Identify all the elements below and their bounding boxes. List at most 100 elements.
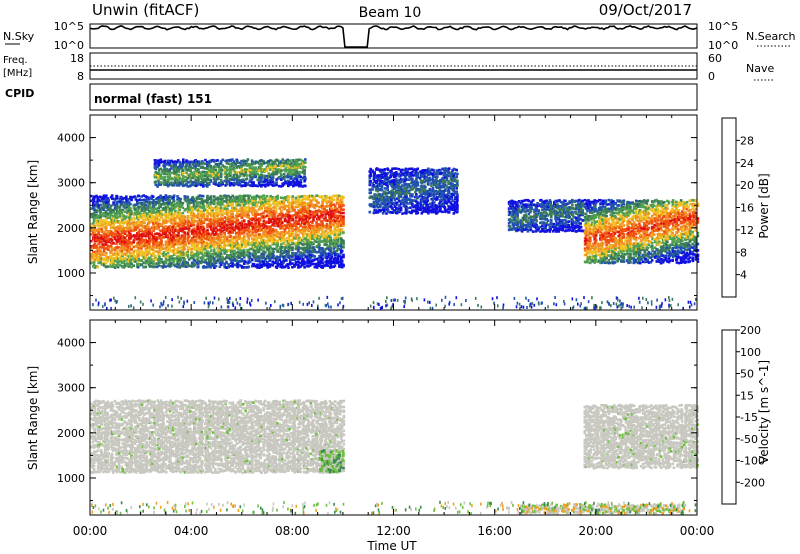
echo-cell [221, 210, 224, 214]
echo-cell [192, 243, 196, 246]
echo-cell [110, 231, 114, 235]
echo-cell [231, 199, 234, 203]
echo-cell [225, 183, 229, 186]
echo-cell [183, 231, 187, 234]
echo-cell [294, 196, 298, 200]
echo-cell [233, 255, 236, 258]
echo-cell [177, 239, 180, 243]
echo-cell [223, 216, 227, 219]
echo-cell [159, 252, 162, 255]
echo-cell [240, 251, 244, 255]
echo-cell [306, 245, 309, 248]
echo-cell [92, 265, 95, 268]
echo-cell [130, 218, 133, 222]
echo-cell [162, 226, 166, 229]
echo-cell [100, 219, 104, 223]
echo-cell [150, 258, 154, 261]
echo-cell [106, 259, 110, 263]
echo-cell [244, 245, 247, 249]
echo-cell [106, 197, 110, 200]
echo-cell [266, 225, 269, 229]
echo-cell [198, 213, 202, 216]
echo-cell [269, 246, 272, 250]
echo-cell [342, 196, 345, 199]
echo-cell [266, 260, 269, 264]
echo-cell [110, 220, 114, 224]
echo-cell [304, 210, 307, 214]
echo-cell [260, 263, 264, 267]
echo-cell [105, 243, 108, 247]
echo-cell [281, 200, 284, 203]
echo-cell [267, 172, 271, 175]
echo-cell [115, 229, 118, 233]
echo-cell [192, 246, 196, 249]
echo-cell [121, 208, 124, 212]
echo-cell [269, 210, 272, 214]
echo-cell [258, 205, 262, 209]
echo-cell [93, 254, 97, 258]
echo-cell [116, 257, 120, 261]
echo-cell [197, 256, 200, 259]
echo-cell [112, 265, 115, 268]
echo-cell [194, 207, 197, 211]
echo-cell [260, 204, 264, 208]
echo-cell [236, 247, 240, 250]
echo-cell [220, 245, 223, 248]
echo-cell [309, 233, 313, 236]
echo-cell [240, 237, 244, 240]
echo-cell [254, 254, 257, 258]
echo-cell [266, 227, 269, 230]
echo-cell [213, 259, 216, 262]
echo-cell [102, 230, 106, 234]
echo-cell [97, 204, 100, 207]
echo-cell [231, 212, 234, 215]
echo-cell [228, 242, 232, 245]
echo-cell [204, 254, 207, 257]
echo-cell [194, 263, 197, 267]
nsky-tick-top: 10^5 [54, 20, 84, 33]
echo-cell [248, 252, 252, 255]
echo-cell [281, 212, 284, 215]
echo-cell [203, 167, 207, 170]
echo-cell [177, 206, 180, 209]
echo-cell [268, 196, 272, 199]
echo-cell [125, 215, 128, 218]
echo-cell [295, 199, 298, 203]
echo-cell [214, 218, 218, 221]
echo-cell [183, 247, 187, 250]
echo-cell [213, 207, 216, 210]
echo-cell [266, 231, 269, 234]
echo-cell [342, 217, 345, 221]
echo-cell [126, 261, 129, 265]
echo-cell [240, 210, 243, 213]
echo-cell [164, 265, 168, 268]
echo-cell [158, 250, 161, 254]
echo-cell [126, 220, 129, 223]
echo-cell [238, 249, 242, 252]
echo-cell [187, 220, 191, 224]
echo-cell [174, 252, 177, 255]
echo-cell [266, 239, 269, 243]
echo-cell [216, 238, 220, 242]
echo-cell [192, 264, 196, 268]
echo-cell [304, 214, 307, 218]
echo-cell [235, 209, 239, 213]
echo-cell [283, 248, 287, 251]
echo-cell [293, 242, 296, 245]
echo-cell [233, 249, 236, 253]
echo-cell [148, 220, 151, 224]
echo-cell [287, 216, 290, 219]
echo-cell [295, 234, 298, 237]
echo-cell [258, 233, 262, 236]
echo-cell [226, 216, 229, 220]
echo-cell [304, 221, 307, 224]
echo-cell [299, 265, 302, 268]
echo-cell [225, 166, 229, 169]
echo-cell [279, 233, 282, 236]
echo-cell [129, 232, 132, 236]
echo-cell [119, 260, 123, 263]
echo-cell [102, 219, 105, 222]
echo-cell [252, 226, 256, 229]
echo-cell [243, 231, 246, 234]
echo-cell [96, 196, 99, 199]
